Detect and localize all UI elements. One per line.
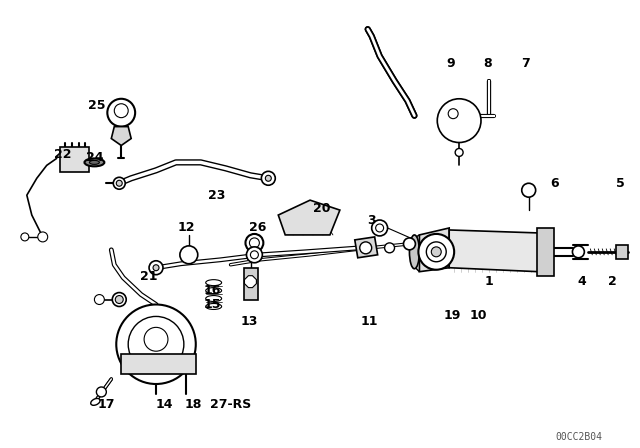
Text: 8: 8 [484,56,492,69]
Circle shape [21,233,29,241]
Text: 14: 14 [156,398,173,411]
Text: 6: 6 [550,177,559,190]
Text: 2: 2 [608,275,616,288]
Circle shape [116,305,196,384]
Circle shape [38,232,48,242]
Text: 19: 19 [444,309,461,322]
Ellipse shape [90,160,99,164]
Ellipse shape [205,288,221,293]
Circle shape [250,251,259,259]
Text: 10: 10 [469,309,487,322]
Circle shape [266,175,271,181]
Text: 5: 5 [616,177,625,190]
Circle shape [250,238,259,248]
Text: 4: 4 [577,275,586,288]
Polygon shape [244,276,257,288]
Circle shape [522,183,536,197]
Polygon shape [121,354,196,374]
Circle shape [115,104,128,118]
Polygon shape [278,200,340,235]
Polygon shape [355,237,378,258]
Circle shape [376,224,383,232]
Circle shape [419,234,454,270]
Polygon shape [419,228,449,271]
Polygon shape [111,127,131,146]
Circle shape [455,148,463,156]
Text: 22: 22 [54,148,71,161]
Circle shape [112,293,126,306]
Circle shape [372,220,388,236]
Text: 27-RS: 27-RS [210,398,251,411]
Circle shape [431,247,441,257]
Text: 25: 25 [88,99,105,112]
Polygon shape [537,228,554,276]
Text: 15: 15 [204,298,221,311]
Circle shape [403,238,415,250]
Circle shape [180,246,198,264]
Circle shape [261,171,275,185]
Circle shape [426,242,446,262]
Polygon shape [449,230,539,271]
Ellipse shape [205,296,221,302]
Circle shape [108,99,135,127]
Circle shape [116,180,122,186]
Ellipse shape [84,159,104,166]
Circle shape [153,265,159,271]
Circle shape [572,246,584,258]
Circle shape [246,234,263,252]
Circle shape [437,99,481,142]
Circle shape [113,177,125,189]
Text: 12: 12 [177,221,195,234]
Text: 11: 11 [361,315,378,328]
Ellipse shape [205,303,221,310]
Circle shape [95,294,104,305]
Text: 21: 21 [140,270,158,283]
Circle shape [97,387,106,397]
Text: 16: 16 [204,284,221,297]
Ellipse shape [91,398,100,405]
Polygon shape [415,235,419,271]
Text: 18: 18 [184,398,202,411]
Circle shape [144,327,168,351]
Text: 3: 3 [367,214,376,227]
Text: 23: 23 [208,189,225,202]
Circle shape [128,316,184,372]
Text: 13: 13 [241,315,258,328]
Text: 20: 20 [313,202,331,215]
Text: 17: 17 [97,398,115,411]
Polygon shape [60,147,90,172]
Text: 00CC2B04: 00CC2B04 [555,432,602,442]
Circle shape [448,109,458,119]
Circle shape [385,243,394,253]
Ellipse shape [205,280,221,286]
Circle shape [246,247,262,263]
Text: 9: 9 [446,56,454,69]
Text: 26: 26 [249,221,266,234]
Text: 1: 1 [484,275,493,288]
Text: 7: 7 [522,56,530,69]
Polygon shape [244,268,259,300]
Circle shape [360,242,372,254]
Circle shape [149,261,163,275]
Polygon shape [616,245,628,259]
Text: 24: 24 [86,151,103,164]
Ellipse shape [410,235,419,269]
Circle shape [115,296,124,303]
